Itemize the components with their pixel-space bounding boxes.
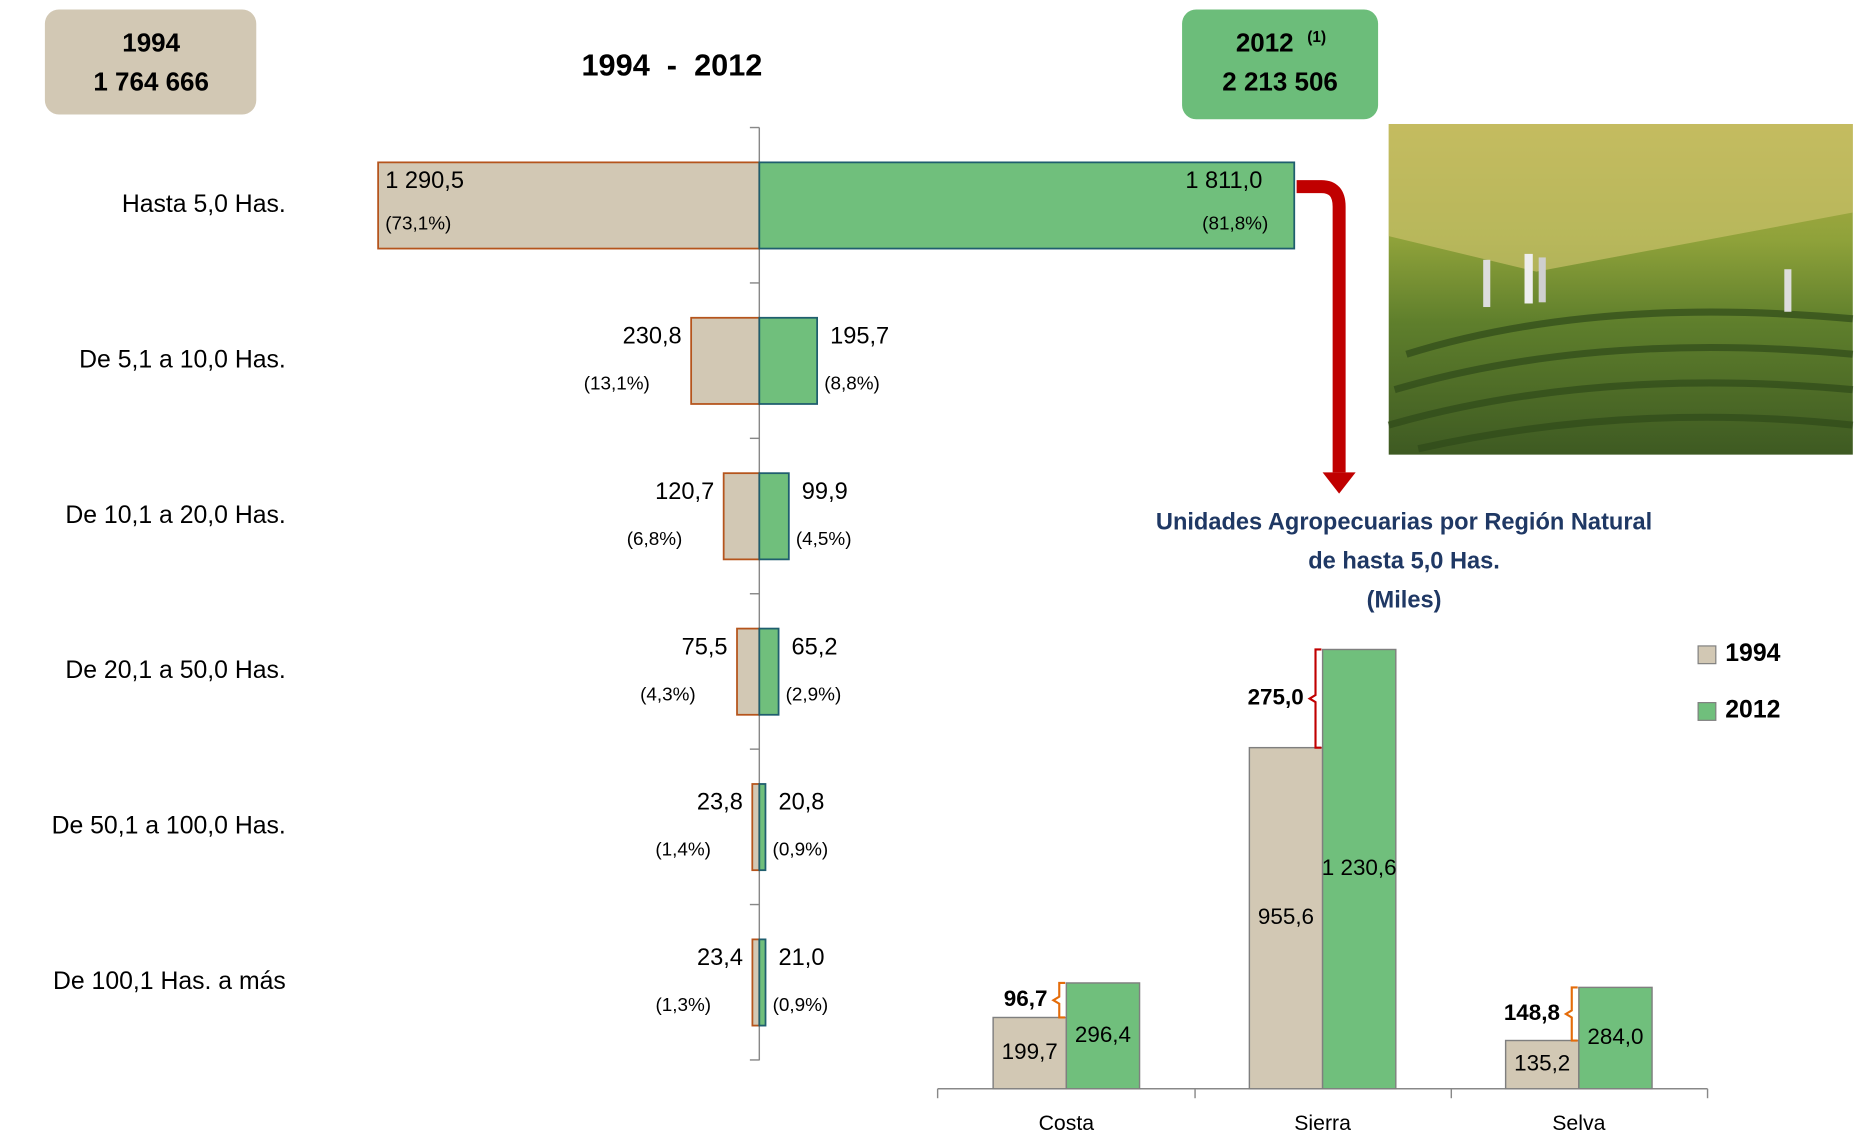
- difference-label: 148,8: [1504, 1000, 1560, 1025]
- value-label: 199,7: [1002, 1039, 1058, 1064]
- share-label: (2,9%): [786, 684, 842, 705]
- share-label: (1,3%): [655, 995, 711, 1016]
- bar: [758, 472, 790, 561]
- value-label: 75,5: [682, 634, 728, 660]
- chart-subtitle: de hasta 5,0 Has.: [1308, 548, 1500, 574]
- value-label: 1 290,5: [385, 168, 464, 194]
- x-tick-label: Costa: [1039, 1111, 1095, 1135]
- bar: [377, 161, 761, 250]
- legend-swatch: [1697, 645, 1717, 665]
- share-label: (81,8%): [1202, 213, 1268, 234]
- value-label: 955,6: [1258, 904, 1314, 929]
- value-label: 284,0: [1587, 1024, 1643, 1049]
- bar: [1321, 648, 1397, 1090]
- summary-year: 2012: [1236, 28, 1294, 58]
- share-label: (8,8%): [824, 373, 880, 394]
- legend-swatch: [1697, 702, 1717, 721]
- difference-bracket: [1051, 981, 1066, 1019]
- value-label: 135,2: [1514, 1051, 1570, 1076]
- chart-title: 1994 - 2012: [582, 47, 763, 82]
- photo: [1387, 123, 1854, 455]
- bar: [758, 938, 767, 1027]
- share-label: (0,9%): [773, 840, 829, 861]
- share-label: (6,8%): [627, 529, 683, 550]
- category-label: De 20,1 a 50,0 Has.: [65, 657, 285, 684]
- summary-box: [1182, 9, 1379, 120]
- value-label: 195,7: [830, 323, 889, 349]
- value-label: 99,9: [802, 479, 848, 505]
- value-label: 120,7: [655, 479, 714, 505]
- share-label: (4,5%): [796, 529, 852, 550]
- bar: [758, 161, 1296, 250]
- arrow: [1296, 177, 1356, 494]
- share-label: (0,9%): [773, 995, 829, 1016]
- share-label: (1,4%): [655, 840, 711, 861]
- value-label: 20,8: [778, 790, 824, 816]
- category-label: De 50,1 a 100,0 Has.: [52, 813, 286, 840]
- summary-total: 1 764 666: [93, 67, 209, 97]
- bar: [722, 472, 761, 561]
- category-label: De 10,1 a 20,0 Has.: [65, 502, 285, 529]
- share-label: (4,3%): [640, 684, 696, 705]
- difference-bracket: [1563, 986, 1578, 1042]
- summary-year: 1994: [122, 28, 180, 58]
- category-label: De 5,1 a 10,0 Has.: [79, 346, 286, 373]
- chart-subtitle: (Miles): [1367, 587, 1442, 613]
- bar: [751, 783, 761, 872]
- bar: [690, 316, 761, 405]
- summary-note: (1): [1307, 29, 1326, 46]
- share-label: (13,1%): [584, 373, 650, 394]
- difference-label: 96,7: [1004, 986, 1048, 1011]
- bar: [736, 627, 761, 716]
- legend-label: 2012: [1725, 696, 1780, 723]
- difference-label: 275,0: [1248, 684, 1304, 709]
- value-label: 296,4: [1075, 1022, 1131, 1047]
- category-label: Hasta 5,0 Has.: [122, 191, 286, 218]
- x-tick-label: Sierra: [1294, 1111, 1351, 1135]
- bar: [992, 1016, 1068, 1090]
- difference-bracket: [1307, 648, 1322, 749]
- share-label: (73,1%): [385, 213, 451, 234]
- bar: [758, 316, 819, 405]
- x-tick-label: Selva: [1552, 1111, 1605, 1135]
- chart-subtitle: Unidades Agropecuarias por Región Natura…: [1156, 509, 1652, 535]
- category-label: De 100,1 Has. a más: [53, 968, 286, 995]
- value-label: 65,2: [792, 634, 838, 660]
- value-label: 23,8: [697, 790, 743, 816]
- value-label: 1 811,0: [1185, 168, 1262, 194]
- bar: [1065, 982, 1141, 1090]
- bar: [758, 627, 780, 716]
- summary-total: 2 213 506: [1222, 67, 1338, 97]
- value-label: 230,8: [623, 323, 682, 349]
- bar: [1504, 1039, 1580, 1090]
- bar: [1248, 746, 1324, 1090]
- bar: [1578, 986, 1653, 1090]
- value-label: 1 230,6: [1322, 855, 1397, 880]
- summary-box: [44, 9, 257, 115]
- value-label: 21,0: [779, 945, 825, 971]
- legend-label: 1994: [1725, 640, 1780, 667]
- value-label: 23,4: [697, 945, 743, 971]
- bar: [751, 938, 761, 1027]
- bar: [758, 783, 767, 872]
